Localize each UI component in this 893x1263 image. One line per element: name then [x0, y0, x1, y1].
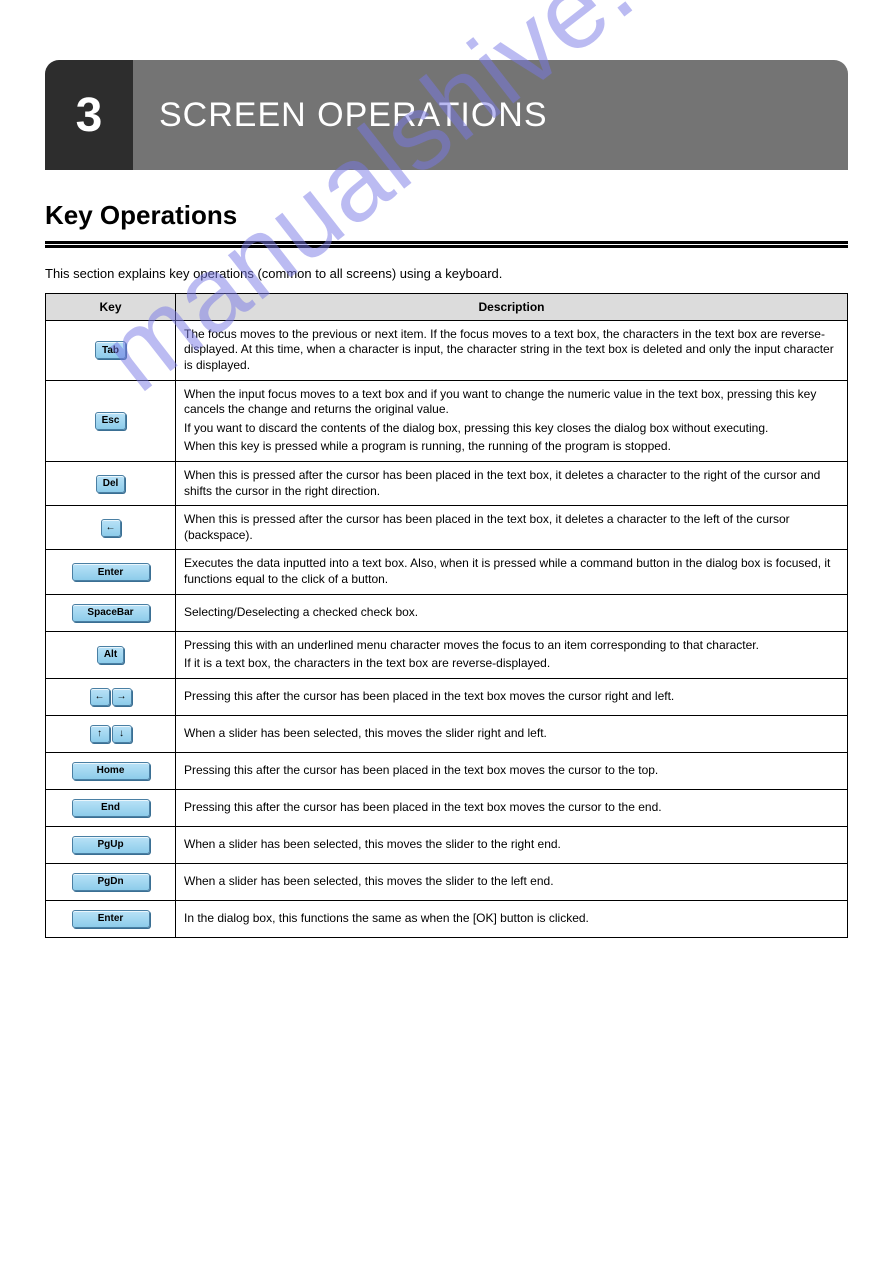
keycap: → — [112, 688, 132, 706]
table-row: Esc When the input focus moves to a text … — [46, 380, 848, 461]
keycap: ← — [101, 519, 121, 537]
key-cell: Enter — [46, 900, 176, 937]
chapter-header: 3 SCREEN OPERATIONS — [45, 60, 848, 170]
keycap: ← — [90, 688, 110, 706]
desc-line: Pressing this with an underlined menu ch… — [184, 638, 839, 654]
keycap: PgDn — [72, 873, 150, 891]
keycap: Enter — [72, 563, 150, 581]
keycap: End — [72, 799, 150, 817]
desc-cell: Selecting/Deselecting a checked check bo… — [176, 594, 848, 631]
keycap: Esc — [95, 412, 127, 430]
desc-cell: Pressing this after the cursor has been … — [176, 678, 848, 715]
table-row: ← When this is pressed after the cursor h… — [46, 506, 848, 550]
table-row: PgUp When a slider has been selected, thi… — [46, 826, 848, 863]
keycap: Tab — [95, 341, 126, 359]
desc-cell: When a slider has been selected, this mo… — [176, 863, 848, 900]
desc-cell: When this is pressed after the cursor ha… — [176, 462, 848, 506]
table-row: End Pressing this after the cursor has be… — [46, 789, 848, 826]
desc-cell: When a slider has been selected, this mo… — [176, 715, 848, 752]
table-row: Tab The focus moves to the previous or ne… — [46, 320, 848, 380]
table-row: PgDn When a slider has been selected, thi… — [46, 863, 848, 900]
key-operations-table: Key Description Tab The focus moves to th… — [45, 293, 848, 938]
desc-line: If you want to discard the contents of t… — [184, 421, 839, 437]
desc-cell: When a slider has been selected, this mo… — [176, 826, 848, 863]
key-cell: Alt — [46, 631, 176, 678]
table-row: Alt Pressing this with an underlined menu… — [46, 631, 848, 678]
table-row: ↑↓When a slider has been selected, this … — [46, 715, 848, 752]
keycap: Enter — [72, 910, 150, 928]
keycap: PgUp — [72, 836, 150, 854]
keycap: ↓ — [112, 725, 132, 743]
desc-line: When this key is pressed while a program… — [184, 439, 839, 455]
desc-line: If it is a text box, the characters in t… — [184, 656, 839, 672]
section-rule — [45, 241, 848, 248]
desc-cell: The focus moves to the previous or next … — [176, 320, 848, 380]
table-header-row: Key Description — [46, 293, 848, 320]
keycap: ↑ — [90, 725, 110, 743]
table-row: ←→Pressing this after the cursor has bee… — [46, 678, 848, 715]
keycap: Home — [72, 762, 150, 780]
key-cell: ←→ — [46, 678, 176, 715]
key-cell: Enter — [46, 550, 176, 594]
key-cell: Tab — [46, 320, 176, 380]
intro-text: This section explains key operations (co… — [45, 266, 848, 283]
keycap: Alt — [97, 646, 124, 664]
key-cell: SpaceBar — [46, 594, 176, 631]
col-key: Key — [46, 293, 176, 320]
keycap: Del — [96, 475, 126, 493]
key-cell: ↑↓ — [46, 715, 176, 752]
desc-cell: Pressing this after the cursor has been … — [176, 789, 848, 826]
keycap: SpaceBar — [72, 604, 150, 622]
desc-cell: In the dialog box, this functions the sa… — [176, 900, 848, 937]
key-cell: Del — [46, 462, 176, 506]
desc-cell: Executes the data inputted into a text b… — [176, 550, 848, 594]
chapter-number: 3 — [45, 60, 133, 170]
table-row: SpaceBar Selecting/Deselecting a checked … — [46, 594, 848, 631]
desc-line: When the input focus moves to a text box… — [184, 387, 839, 418]
table-row: Del When this is pressed after the cursor… — [46, 462, 848, 506]
chapter-title: SCREEN OPERATIONS — [133, 60, 848, 170]
table-row: Home Pressing this after the cursor has b… — [46, 752, 848, 789]
desc-cell: Pressing this after the cursor has been … — [176, 752, 848, 789]
desc-cell: When this is pressed after the cursor ha… — [176, 506, 848, 550]
table-row: Enter In the dialog box, this functions t… — [46, 900, 848, 937]
key-cell: PgUp — [46, 826, 176, 863]
desc-cell: When the input focus moves to a text box… — [176, 380, 848, 461]
key-cell: Esc — [46, 380, 176, 461]
section-title: Key Operations — [45, 200, 848, 231]
key-cell: Home — [46, 752, 176, 789]
table-row: Enter Executes the data inputted into a t… — [46, 550, 848, 594]
col-desc: Description — [176, 293, 848, 320]
key-cell: End — [46, 789, 176, 826]
desc-cell: Pressing this with an underlined menu ch… — [176, 631, 848, 678]
key-cell: PgDn — [46, 863, 176, 900]
key-cell: ← — [46, 506, 176, 550]
